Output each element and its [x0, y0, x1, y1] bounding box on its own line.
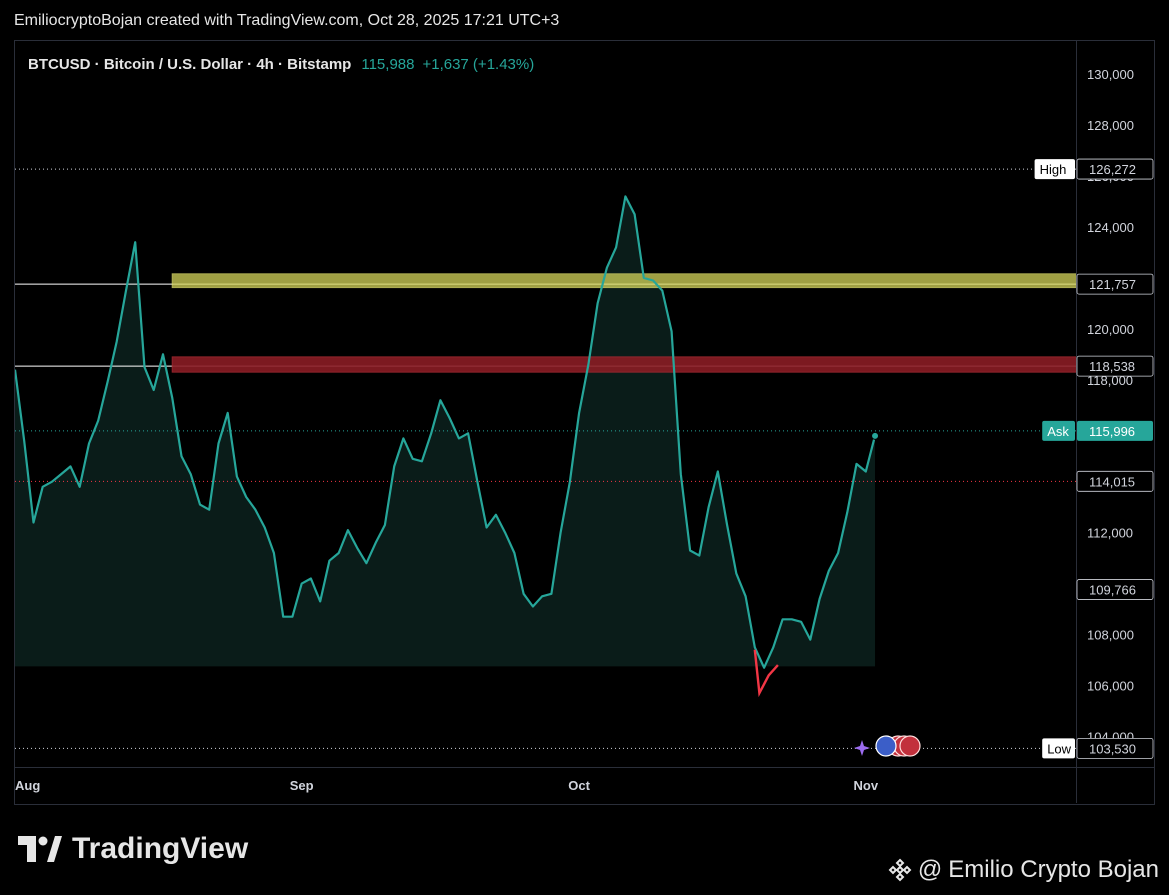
event-flag-2: [899, 735, 921, 757]
axis-label-value: 109,766: [1089, 583, 1136, 598]
price-area-fill: [15, 196, 876, 668]
axis-label-value: 115,996: [1089, 424, 1135, 439]
axis-label-level-4: 114,015: [1076, 470, 1154, 492]
axis-label-box: [1077, 420, 1153, 441]
zone-yellow[interactable]: [171, 273, 1169, 289]
level-tag-box: [1042, 420, 1075, 441]
level-tag-box: [1042, 738, 1075, 759]
price-change: +1,637 (+1.43%): [422, 56, 535, 73]
axis-label-ask: 115,996: [1077, 420, 1153, 441]
level-tag-ask: Ask: [1042, 420, 1075, 441]
axis-label-value: 103,530: [1089, 741, 1136, 756]
axis-label-box: [1076, 273, 1154, 295]
author-credit: @ Emilio Crypto Bojan: [888, 856, 1159, 884]
axis-label-value: 126,272: [1089, 162, 1136, 177]
symbol-legend[interactable]: BTCUSD · Bitcoin / U.S. Dollar · 4h · Bi…: [28, 56, 534, 73]
axis-label-level-2: 118,538: [1076, 355, 1154, 377]
tradingview-logo-icon: [18, 836, 62, 862]
x-tick-label: Aug: [15, 778, 40, 793]
y-tick-label: 106,000: [1087, 678, 1134, 693]
economic-events-icon[interactable]: [854, 735, 921, 757]
last-price: 115,988: [361, 56, 415, 73]
tradingview-brand: TradingView: [18, 832, 248, 866]
level-tag-text: Ask: [1047, 424, 1069, 439]
axis-label-high: 126,272: [1076, 158, 1154, 180]
x-tick-label: Nov: [854, 778, 879, 793]
axis-label-box: [1076, 470, 1154, 492]
page-header: EmiliocryptoBojan created with TradingVi…: [14, 12, 560, 29]
axis-label-box: [1076, 158, 1154, 180]
sparkle-icon: [854, 740, 870, 756]
brand-name: TradingView: [72, 832, 249, 865]
level-tag-high: High: [1034, 159, 1075, 180]
at-sign-icon: @: [917, 856, 943, 883]
axis-label-value: 114,015: [1089, 474, 1135, 489]
level-tag-box: [1034, 159, 1075, 180]
plot-area[interactable]: [15, 168, 1169, 749]
x-tick-label: Sep: [290, 778, 314, 793]
zone-red[interactable]: [171, 356, 1169, 373]
y-tick-label: 124,000: [1087, 220, 1134, 235]
y-tick-label: 118,000: [1087, 373, 1133, 388]
author-name: Emilio Crypto Bojan: [948, 856, 1159, 883]
axis-label-low: 103,530: [1076, 738, 1154, 759]
last-price-marker[interactable]: [871, 431, 880, 440]
level-tag-text: Low: [1047, 741, 1071, 756]
axis-label-value: 121,757: [1089, 277, 1136, 292]
axis-label-box: [1076, 738, 1154, 759]
price-line-down-segment: [753, 649, 779, 698]
y-tick-label: 120,000: [1087, 322, 1134, 337]
price-line[interactable]: [15, 195, 877, 669]
event-us-flag: [875, 735, 897, 757]
y-tick-label: 128,000: [1087, 118, 1134, 133]
axis-label-value: 118,538: [1089, 359, 1135, 374]
x-tick-label: Oct: [568, 778, 590, 793]
level-tag-low: Low: [1042, 738, 1075, 759]
axis-label-box: [1076, 355, 1154, 377]
projection-path[interactable]: [1157, 169, 1169, 431]
axis-label-box: [1076, 579, 1154, 600]
level-tag-text: High: [1040, 162, 1067, 177]
axis-label-level-1: 121,757: [1076, 273, 1154, 295]
y-tick-label: 130,000: [1087, 67, 1134, 82]
symbol-title: BTCUSD · Bitcoin / U.S. Dollar · 4h · Bi…: [28, 56, 352, 73]
y-tick-label: 108,000: [1087, 628, 1134, 643]
axis-label-level-5: 109,766: [1076, 579, 1154, 600]
diamond-logo-icon: [888, 858, 912, 882]
y-tick-label: 112,000: [1087, 526, 1133, 541]
